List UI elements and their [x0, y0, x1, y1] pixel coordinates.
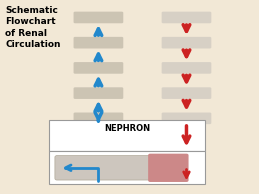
- FancyBboxPatch shape: [162, 113, 211, 124]
- FancyBboxPatch shape: [74, 113, 123, 124]
- FancyBboxPatch shape: [55, 156, 163, 180]
- FancyBboxPatch shape: [148, 154, 189, 182]
- FancyBboxPatch shape: [162, 12, 211, 23]
- FancyBboxPatch shape: [162, 37, 211, 48]
- Text: NEPHRON: NEPHRON: [104, 124, 150, 133]
- Bar: [49, 151, 205, 184]
- FancyBboxPatch shape: [162, 87, 211, 99]
- FancyBboxPatch shape: [74, 62, 123, 74]
- FancyBboxPatch shape: [162, 62, 211, 74]
- Bar: [49, 120, 205, 151]
- FancyBboxPatch shape: [74, 87, 123, 99]
- FancyBboxPatch shape: [74, 37, 123, 48]
- FancyBboxPatch shape: [74, 12, 123, 23]
- Text: Schematic
Flowchart
of Renal
Circulation: Schematic Flowchart of Renal Circulation: [5, 6, 61, 49]
